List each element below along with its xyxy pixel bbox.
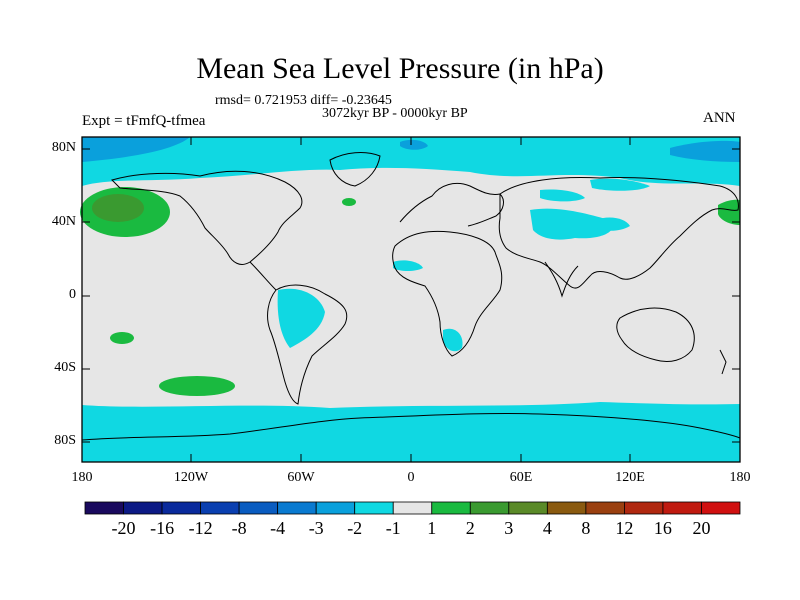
colorbar-swatch (238, 501, 279, 515)
colorbar-label: -8 (231, 518, 247, 538)
lat-label-80n: 80N (51, 140, 76, 155)
lon-label-120e: 120E (615, 470, 645, 485)
europe-cyan (540, 189, 585, 202)
axis-ticks (81, 137, 741, 462)
colorbar-swatch (354, 501, 394, 515)
indian-subcontinent-coast (544, 261, 579, 298)
experiment-label: Expt = tFmfQ-tfmea (82, 113, 206, 129)
positive-anomaly-regions (80, 187, 740, 396)
colorbar-label: 1 (427, 518, 437, 538)
atlantic-small-high (342, 198, 356, 206)
colorbar-swatch (315, 501, 356, 515)
colorbar-swatch (662, 501, 702, 515)
colorbar-label: -2 (347, 518, 363, 538)
colorbar-swatch (123, 501, 163, 515)
south-america-coast (267, 284, 348, 405)
colorbar-label: 12 (615, 518, 634, 538)
colorbar-swatch (624, 501, 664, 515)
southern-ocean-cyan-band (82, 402, 740, 462)
colorbar-swatch (277, 501, 317, 515)
south-america-cyan (277, 288, 325, 348)
colorbar-swatch (701, 501, 741, 515)
colorbar-swatch (84, 501, 124, 515)
colorbar-swatch (508, 501, 548, 515)
colorbar-label: 3 (504, 518, 514, 538)
colorbar-label: 16 (653, 518, 672, 538)
lon-label-180w: 180 (71, 470, 93, 485)
lat-label-40n: 40N (51, 214, 76, 229)
new-zealand-coast (719, 349, 727, 375)
siberia-cyan (590, 178, 650, 191)
colorbar-label: 20 (692, 518, 711, 538)
africa-coast (392, 230, 503, 357)
colorbar-label: -1 (385, 518, 401, 538)
coastlines (81, 152, 741, 441)
lat-label-80s: 80S (54, 433, 76, 448)
lon-label-0: 0 (407, 470, 415, 485)
asia-coast (498, 176, 739, 289)
bering-blue (82, 137, 190, 162)
colorbar-label: 8 (581, 518, 591, 538)
far-east-high (718, 199, 740, 225)
colorbar-swatch (585, 501, 625, 515)
colorbar-swatch (392, 501, 433, 515)
sahara-cyan (393, 260, 423, 271)
lon-label-60w: 60W (287, 470, 315, 485)
chart-title: Mean Sea Level Pressure (in hPa) (196, 52, 604, 85)
southern-africa-cyan (443, 328, 463, 352)
south-pacific-high (159, 376, 235, 396)
central-asia-cyan (530, 208, 613, 240)
arctic-east-blue (670, 140, 740, 162)
north-america-coast (111, 170, 303, 265)
north-pacific-high-core (92, 194, 144, 222)
time-period: 3072kyr BP - 0000kyr BP (322, 106, 468, 121)
lat-label-0: 0 (69, 287, 76, 302)
greenland-coast (329, 152, 381, 187)
colorbar-swatch (200, 501, 240, 515)
lon-label-120w: 120W (173, 470, 209, 485)
colorbar-swatch (431, 501, 471, 515)
lon-label-60e: 60E (509, 470, 533, 485)
lat-label-40s: 40S (54, 360, 76, 375)
strong-negative-regions (82, 137, 740, 162)
colorbar-swatch (469, 501, 510, 515)
colorbar-label: 2 (465, 518, 475, 538)
greenland-blue (400, 139, 428, 150)
south-pacific-small-high (110, 332, 134, 344)
colorbar-label: 4 (542, 518, 552, 538)
central-america-coast (249, 261, 277, 291)
colorbar-swatch (161, 501, 201, 515)
antarctica-coast (81, 412, 741, 441)
rmsd-diff-stats: rmsd= 0.721953 diff= -0.23645 (215, 93, 392, 108)
australia-coast (616, 307, 695, 363)
arctic-cyan-band (82, 137, 740, 186)
season-label: ANN (703, 110, 736, 126)
colorbar-swatch (546, 501, 587, 515)
lon-label-180e: 180 (729, 470, 751, 485)
colorbar (84, 501, 741, 515)
colorbar-label: -16 (150, 518, 175, 538)
colorbar-label: -20 (111, 518, 136, 538)
colorbar-label: -12 (188, 518, 213, 538)
europe-coast (399, 182, 504, 227)
colorbar-label: -4 (270, 518, 286, 538)
negative-anomaly-regions (82, 137, 740, 462)
colorbar-label: -3 (308, 518, 324, 538)
east-asia-cyan (595, 217, 630, 231)
